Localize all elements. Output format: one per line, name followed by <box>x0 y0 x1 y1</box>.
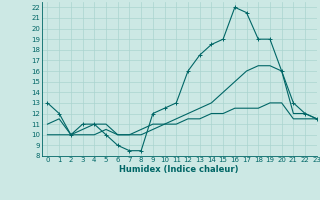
X-axis label: Humidex (Indice chaleur): Humidex (Indice chaleur) <box>119 165 239 174</box>
